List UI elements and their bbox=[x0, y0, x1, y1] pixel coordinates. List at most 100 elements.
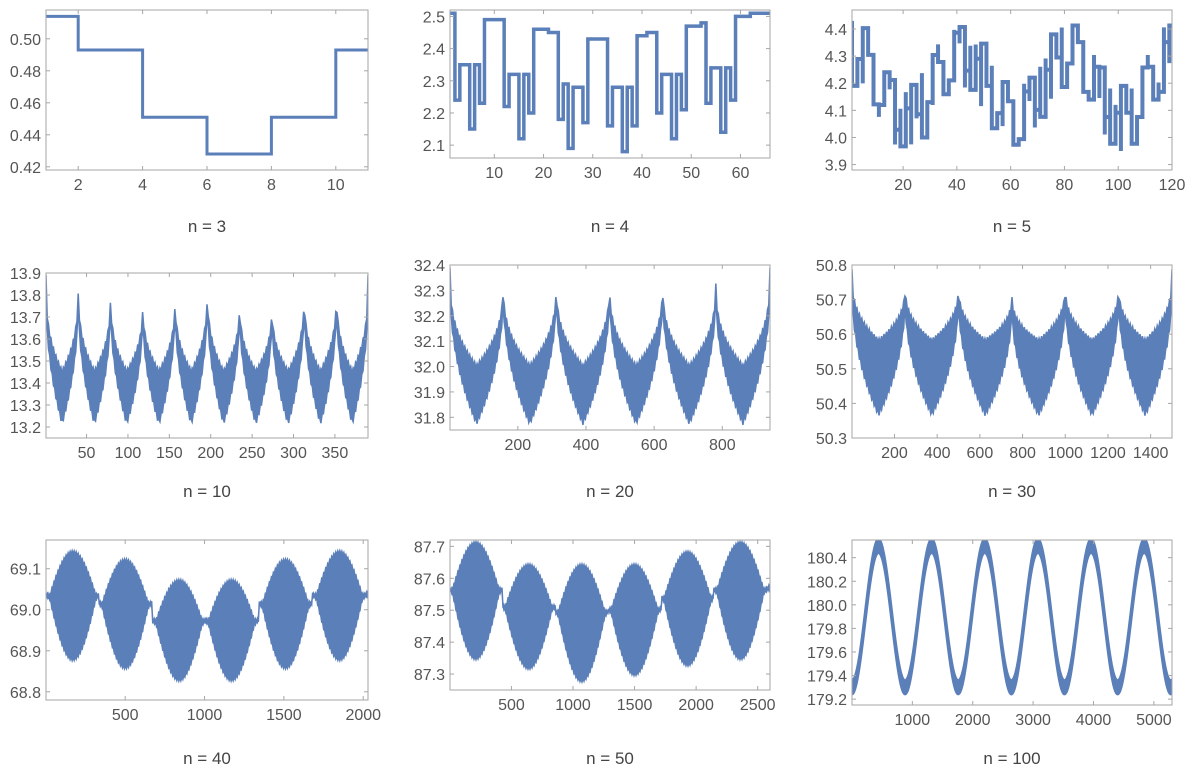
chart-panel-8: 500 1000 1500 2000 2500 87.3 87.4 87.5 87.6 87.7 n… bbox=[414, 539, 776, 768]
y-tick-label: 32.0 bbox=[414, 360, 445, 377]
series-band bbox=[852, 269, 1172, 418]
y-tick-label: 32.1 bbox=[414, 334, 445, 351]
x-tick-label: 200 bbox=[881, 445, 908, 462]
x-tick-label: 4 bbox=[138, 177, 147, 194]
series-line bbox=[852, 269, 1172, 418]
x-tick-label: 250 bbox=[239, 445, 266, 462]
series-path bbox=[46, 14, 368, 156]
x-tick-label: 3000 bbox=[1015, 712, 1051, 729]
x-tick-label: 8 bbox=[267, 177, 276, 194]
series-line bbox=[46, 14, 368, 156]
y-tick-label: 87.5 bbox=[414, 603, 445, 620]
series-band bbox=[450, 540, 770, 685]
x-tick-label: 600 bbox=[641, 437, 668, 454]
y-tick-label: 50.3 bbox=[816, 431, 847, 448]
y-tick-label: 31.9 bbox=[414, 385, 445, 402]
chart-caption: n = 3 bbox=[188, 217, 226, 236]
y-tick-label: 2.5 bbox=[423, 9, 445, 26]
chart-panel-9: 1000 2000 3000 4000 5000 179.2 179.4 179.6 179.8… bbox=[807, 539, 1173, 768]
series-line bbox=[450, 540, 770, 685]
x-tick-label: 2000 bbox=[345, 707, 381, 724]
chart-caption: n = 20 bbox=[586, 482, 634, 501]
y-tick-label: 2.3 bbox=[423, 74, 445, 91]
series-line bbox=[46, 274, 368, 425]
x-tick-label: 1000 bbox=[895, 712, 931, 729]
chart-panel-7: 500 1000 1500 2000 68.8 68.9 69.0 69.1 n = 40 bbox=[10, 539, 381, 768]
series-band bbox=[450, 267, 770, 426]
chart-panel-5: 200 400 600 800 31.8 31.9 32.0 32.1 32.2 32.3 32.4… bbox=[414, 258, 771, 501]
y-tick-label: 4.4 bbox=[825, 22, 847, 39]
x-tick-label: 6 bbox=[203, 177, 212, 194]
y-tick-label: 32.4 bbox=[414, 258, 445, 275]
plot-frame bbox=[851, 264, 1173, 439]
chart-panel-6: 200 400 600 800 1000 1200 1400 50.3 50.4 50.5 50.6… bbox=[816, 258, 1173, 501]
y-tick-label: 0.42 bbox=[10, 160, 41, 177]
y-tick-label: 87.4 bbox=[414, 635, 445, 652]
series-path bbox=[450, 11, 770, 154]
y-tick-label: 3.9 bbox=[825, 158, 847, 175]
x-tick-label: 10 bbox=[485, 165, 503, 182]
y-tick-label: 13.5 bbox=[10, 354, 41, 371]
x-tick-label: 500 bbox=[498, 697, 525, 714]
x-tick-label: 10 bbox=[327, 177, 345, 194]
y-tick-label: 69.0 bbox=[10, 603, 41, 620]
x-tick-label: 600 bbox=[967, 445, 994, 462]
series-line bbox=[46, 548, 368, 684]
x-tick-label: 40 bbox=[633, 165, 651, 182]
y-tick-label: 68.9 bbox=[10, 644, 41, 661]
series-line bbox=[450, 267, 770, 426]
chart-panel-3: 20 40 60 80 100 120 3.9 4.0 4.1 4.2 4.3 4.4 n = 5 bbox=[825, 9, 1185, 236]
x-tick-label: 1500 bbox=[266, 707, 302, 724]
x-tick-label: 200 bbox=[504, 437, 531, 454]
y-tick-label: 0.50 bbox=[10, 32, 41, 49]
x-tick-label: 30 bbox=[584, 165, 602, 182]
series-band bbox=[46, 548, 368, 684]
x-tick-label: 50 bbox=[682, 165, 700, 182]
plot-frame bbox=[851, 9, 1173, 171]
x-tick-label: 40 bbox=[948, 177, 966, 194]
chart-panel-4: 50 100 150 200 250 300 350 13.2 13.3 13.4 13.5 13.6… bbox=[10, 266, 369, 501]
y-tick-label: 0.44 bbox=[10, 128, 41, 145]
y-tick-label: 50.6 bbox=[816, 327, 847, 344]
x-tick-label: 1200 bbox=[1090, 445, 1126, 462]
chart-caption: n = 5 bbox=[993, 217, 1031, 236]
series-line bbox=[852, 20, 1172, 152]
y-tick-label: 32.3 bbox=[414, 283, 445, 300]
x-tick-label: 4000 bbox=[1076, 712, 1112, 729]
x-tick-label: 5000 bbox=[1136, 712, 1172, 729]
x-tick-label: 800 bbox=[1009, 445, 1036, 462]
x-tick-label: 50 bbox=[78, 445, 96, 462]
y-tick-label: 179.6 bbox=[807, 645, 847, 662]
y-tick-label: 4.3 bbox=[825, 49, 847, 66]
chart-caption: n = 10 bbox=[183, 482, 231, 501]
series-path bbox=[852, 20, 1172, 152]
series-band bbox=[46, 274, 368, 425]
plot-frame bbox=[45, 272, 369, 439]
chart-caption: n = 40 bbox=[183, 749, 231, 768]
y-tick-label: 2.1 bbox=[423, 138, 445, 155]
y-tick-label: 4.2 bbox=[825, 76, 847, 93]
y-tick-label: 13.3 bbox=[10, 398, 41, 415]
x-tick-label: 1000 bbox=[187, 707, 223, 724]
y-tick-label: 50.5 bbox=[816, 362, 847, 379]
x-tick-label: 1000 bbox=[1047, 445, 1083, 462]
y-tick-label: 4.0 bbox=[825, 130, 847, 147]
y-tick-label: 68.8 bbox=[10, 685, 41, 702]
x-tick-label: 2000 bbox=[955, 712, 991, 729]
y-tick-label: 179.4 bbox=[807, 669, 847, 686]
x-tick-label: 300 bbox=[280, 445, 307, 462]
x-tick-label: 100 bbox=[1105, 177, 1132, 194]
plot-frame bbox=[449, 264, 771, 431]
x-tick-label: 100 bbox=[115, 445, 142, 462]
plot-frame bbox=[45, 539, 369, 701]
plot-frame bbox=[449, 539, 771, 691]
y-tick-label: 32.2 bbox=[414, 309, 445, 326]
y-tick-label: 50.4 bbox=[816, 396, 847, 413]
y-tick-label: 87.3 bbox=[414, 667, 445, 684]
plot-frame bbox=[851, 539, 1173, 706]
series-line bbox=[450, 11, 770, 154]
y-tick-label: 13.8 bbox=[10, 288, 41, 305]
x-tick-label: 20 bbox=[894, 177, 912, 194]
y-tick-label: 13.7 bbox=[10, 310, 41, 327]
chart-caption: n = 50 bbox=[586, 749, 634, 768]
